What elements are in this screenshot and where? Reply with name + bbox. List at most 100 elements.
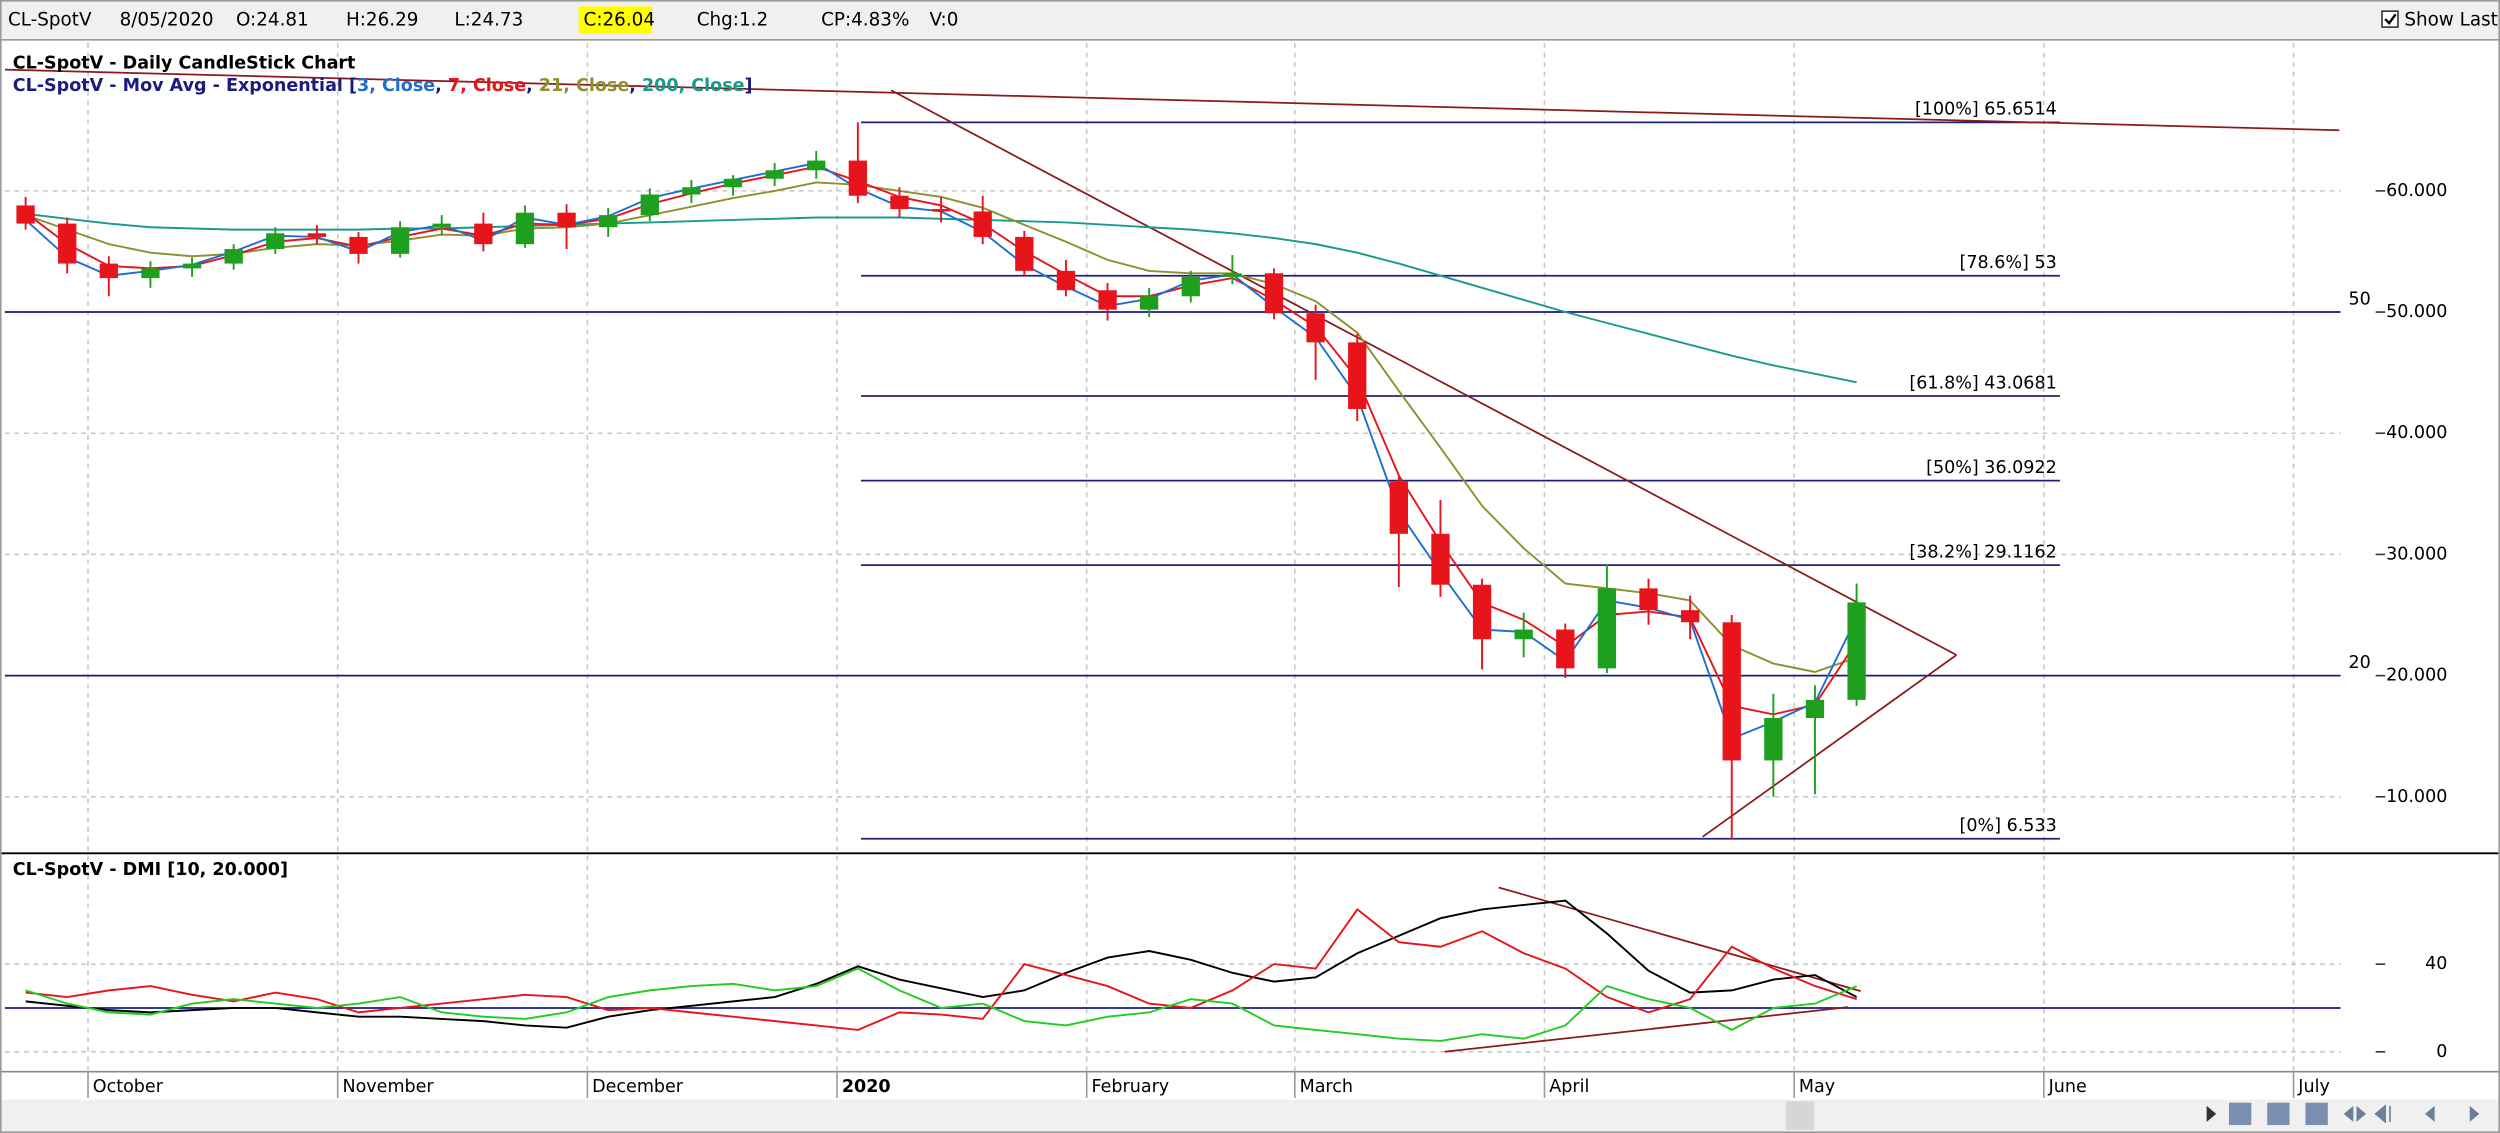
candle-body: [807, 160, 826, 171]
candle-body: [931, 209, 951, 212]
candle-body: [1847, 602, 1866, 700]
volume: V:0: [930, 10, 959, 31]
legend-separator: ,: [629, 76, 642, 96]
y-tick-label: 40: [2425, 954, 2447, 974]
close-highlight: [578, 6, 653, 34]
candle-body: [1597, 588, 1617, 669]
legend-separator: ,: [435, 76, 448, 96]
y-tick-label: 50.000: [2386, 302, 2447, 322]
candle-body: [1223, 273, 1242, 277]
candle-body: [1514, 629, 1533, 640]
candle-body: [1639, 588, 1658, 611]
horizontal-line-label: 20: [2349, 653, 2371, 673]
line-series: [25, 908, 1857, 1031]
x-tick-label: July: [2297, 1077, 2330, 1097]
labels: CL-SpotV - Daily CandleStick Chart CL-Sp…: [13, 54, 2447, 1098]
checkbox[interactable]: [2381, 10, 2399, 28]
legend-prefix: CL-SpotV - Mov Avg - Exponential [: [13, 76, 357, 96]
tool-icon[interactable]: [2228, 1102, 2252, 1126]
low: L:24.73: [454, 10, 523, 31]
fib-label: [0%] 6.533: [1960, 816, 2057, 836]
scroll-track: [0, 1099, 2500, 1133]
high: H:26.29: [346, 10, 418, 31]
legend-separator: ,: [526, 76, 539, 96]
candle-body: [1722, 622, 1741, 761]
candle-body: [682, 187, 701, 195]
next-icon[interactable]: [2469, 1105, 2480, 1122]
candle-body: [1306, 313, 1325, 343]
fib-label: [100%] 65.6514: [1915, 100, 2057, 120]
line-series: [25, 967, 1858, 1042]
tool-icon[interactable]: [2305, 1102, 2328, 1126]
candle-body: [474, 223, 493, 245]
candle-body: [1140, 296, 1159, 310]
main-plot: [4, 68, 2341, 840]
candle-body: [848, 160, 868, 196]
x-tick-label: November: [342, 1077, 434, 1097]
candle-body: [1389, 481, 1408, 534]
candle-body: [1348, 342, 1367, 410]
fib-label: [38.2%] 29.1162: [1909, 542, 2056, 562]
zoom-icon[interactable]: [2343, 1105, 2367, 1122]
y-tick-label: 40.000: [2386, 423, 2447, 443]
first-icon[interactable]: [2374, 1104, 2391, 1124]
candle-body: [515, 212, 535, 245]
show-last[interactable]: Show Last: [2404, 10, 2497, 31]
tool-icon[interactable]: [2267, 1102, 2290, 1126]
trendline: [1498, 886, 1861, 992]
candle-body: [1264, 273, 1284, 314]
x-tick-label: April: [1549, 1077, 1589, 1097]
candle-body: [266, 233, 285, 250]
candle-body: [640, 194, 659, 216]
candle-body: [723, 178, 743, 188]
candle-body: [557, 212, 576, 228]
trendline: [1444, 1006, 1849, 1053]
candle-body: [390, 227, 410, 254]
candle-body: [1015, 236, 1034, 271]
line-series: [25, 899, 1858, 1029]
candle-body: [307, 233, 327, 237]
x-tick-label: February: [1092, 1077, 1170, 1097]
y-tick-label: 0: [2436, 1042, 2447, 1062]
scroll-right[interactable]: [2206, 1105, 2217, 1122]
legend-entry: 3, Close: [357, 76, 435, 96]
legend: CL-SpotV - Mov Avg - Exponential [3, Clo…: [13, 76, 753, 96]
candle-body: [599, 215, 618, 228]
candle-body: [349, 236, 368, 254]
scrollbar: [0, 1099, 2500, 1133]
legend-suffix: ]: [745, 76, 753, 96]
main-title: CL-SpotV - Daily CandleStick Chart: [13, 54, 356, 74]
candle-body: [16, 205, 35, 224]
prev-icon[interactable]: [2425, 1105, 2435, 1122]
date: 8/05/2020: [120, 10, 214, 31]
x-tick-label: October: [93, 1077, 164, 1097]
horizontal-line-label: 50: [2349, 289, 2371, 309]
y-tick-label: 20.000: [2386, 666, 2447, 686]
legend-entry: 21, Close: [539, 76, 629, 96]
candle-body: [765, 170, 784, 179]
fib-label: [50%] 36.0922: [1926, 458, 2057, 478]
dmi-plot: [4, 886, 2341, 1053]
x-tick-label: June: [2048, 1077, 2087, 1097]
candle-body: [1680, 610, 1700, 623]
candle-body: [1181, 276, 1200, 297]
candle-body: [1472, 584, 1492, 640]
scroll-thumb[interactable]: [1785, 1101, 1815, 1130]
dmi-title: CL-SpotV - DMI [10, 20.000]: [13, 860, 288, 880]
open: O:24.81: [236, 10, 309, 31]
candle-body: [99, 263, 118, 279]
toolbar: CL-SpotV 8/05/2020 O:24.81 H:26.29 L:24.…: [0, 0, 2500, 41]
candle-body: [1556, 629, 1575, 669]
candle-body: [1098, 290, 1117, 310]
legend-entry: 7, Close: [448, 76, 526, 96]
x-tick-label: March: [1300, 1077, 1353, 1097]
candle-body: [432, 223, 451, 228]
candle-body: [1805, 699, 1825, 719]
candle-body: [182, 263, 202, 269]
candle-body: [224, 249, 243, 264]
trendline: [890, 89, 1957, 656]
